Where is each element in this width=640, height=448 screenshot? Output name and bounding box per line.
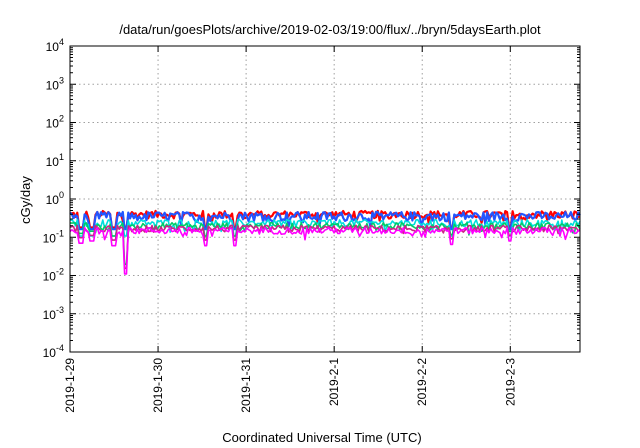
y-tick-label: 102 [46,114,64,131]
y-tick-label: 103 [46,75,64,92]
series-line [69,224,581,270]
x-tick-label: 2019-1-29 [63,358,77,413]
x-axis-ticks: 2019-1-29 2019-1-30 2019-1-31 2019-2-1 2019-… [63,46,517,413]
y-tick-label: 10-3 [43,305,64,322]
y-tick-label: 101 [46,152,64,169]
y-tick-label: 100 [46,190,64,207]
y-tick-label: 10-1 [43,228,64,245]
series-line [69,222,581,266]
chart-title: /data/run/goesPlots/archive/2019-02-03/1… [119,22,541,37]
series-line [69,226,581,275]
x-tick-label: 2019-2-2 [415,358,429,406]
x-tick-label: 2019-1-31 [239,358,253,413]
y-tick-label: 10-4 [43,343,64,360]
y-axis-ticks: 10-4 10-3 10-2 10-1 100 101 102 103 104 [43,37,580,360]
series-line [69,210,581,231]
x-tick-label: 2019-2-1 [327,358,341,406]
series-lines [69,209,581,275]
x-tick-label: 2019-2-3 [503,358,517,406]
y-tick-label: 10-2 [43,267,64,284]
grid-lines [69,46,580,352]
y-axis-label: cGy/day [18,176,33,224]
x-tick-label: 2019-1-30 [151,358,165,413]
y-tick-label: 104 [46,37,64,54]
x-axis-label: Coordinated Universal Time (UTC) [222,430,421,445]
